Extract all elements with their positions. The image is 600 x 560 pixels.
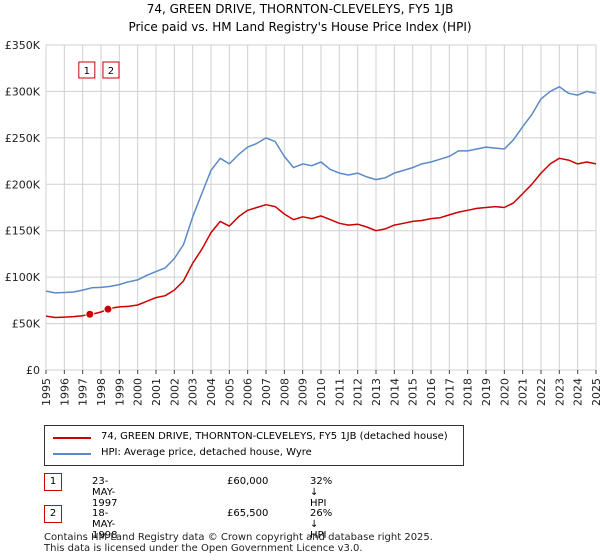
x-tick-label: 2000 <box>132 378 145 406</box>
legend-label-property: 74, GREEN DRIVE, THORNTON-CLEVELEYS, FY5… <box>101 431 448 442</box>
y-tick-label: £300K <box>5 85 41 98</box>
sale-point <box>103 304 113 314</box>
transaction-number: 2 <box>44 505 62 523</box>
footer-copyright: Contains HM Land Registry data © Crown c… <box>44 532 433 543</box>
x-tick-label: 2011 <box>333 378 346 406</box>
x-tick-label: 1997 <box>77 378 90 406</box>
x-tick-label: 2009 <box>297 378 310 406</box>
x-tick-label: 2002 <box>168 378 181 406</box>
y-tick-label: £350K <box>5 39 41 52</box>
x-tick-label: 1998 <box>95 378 108 406</box>
hpi-line <box>45 86 597 294</box>
transaction-date: 18-MAY-1998 <box>92 508 118 541</box>
price-chart: £0 £50K £100K £150K £200K £250K £300K £350K 199… <box>5 39 600 406</box>
x-tick-label: 2022 <box>535 378 548 406</box>
x-tick-label: 2021 <box>517 378 530 406</box>
y-tick-label: £150K <box>5 225 41 238</box>
x-tick-label: 2014 <box>388 378 401 406</box>
y-tick-label: £50K <box>12 318 41 331</box>
x-tick-label: 2004 <box>205 378 218 406</box>
transaction-price: £60,000 <box>227 476 269 487</box>
footer-licence: This data is licensed under the Open Gov… <box>44 543 363 554</box>
legend: 74, GREEN DRIVE, THORNTON-CLEVELEYS, FY5… <box>44 425 464 466</box>
y-tick-label: £200K <box>5 178 41 191</box>
property-price-line <box>45 157 597 319</box>
x-tick-label: 1999 <box>113 378 126 406</box>
x-tick-label: 2001 <box>150 378 163 406</box>
x-tick-label: 2023 <box>553 378 566 406</box>
x-tick-label: 2012 <box>352 378 365 406</box>
sale-label-box <box>78 61 96 79</box>
sale-point <box>85 309 95 319</box>
chart-subtitle: Price paid vs. HM Land Registry's House … <box>128 20 472 34</box>
sale-label-number: 1 <box>84 66 90 77</box>
sale-label-box <box>102 61 120 79</box>
x-tick-label: 2007 <box>260 378 273 406</box>
x-tick-label: 2025 <box>590 378 600 406</box>
x-tick-label: 2020 <box>498 378 511 406</box>
transaction-price: £65,500 <box>227 508 269 519</box>
x-tick-label: 1996 <box>58 378 71 406</box>
chart-title: 74, GREEN DRIVE, THORNTON-CLEVELEYS, FY5… <box>146 2 454 16</box>
transaction-number: 1 <box>44 473 62 491</box>
legend-label-hpi: HPI: Average price, detached house, Wyre <box>101 447 312 458</box>
x-tick-label: 2017 <box>443 378 456 406</box>
x-tick-label: 2018 <box>462 378 475 406</box>
transaction-date: 23-MAY-1997 <box>92 476 118 509</box>
x-tick-label: 2024 <box>572 378 585 406</box>
x-tick-label: 2008 <box>278 378 291 406</box>
x-tick-label: 1995 <box>40 378 53 406</box>
x-tick-label: 2006 <box>242 378 255 406</box>
x-tick-label: 2019 <box>480 378 493 406</box>
y-tick-label: £100K <box>5 271 41 284</box>
y-tick-label: £0 <box>26 364 40 377</box>
x-tick-label: 2015 <box>407 378 420 406</box>
x-tick-label: 2005 <box>223 378 236 406</box>
transaction-hpi: 32% ↓ HPI <box>310 476 333 509</box>
x-tick-label: 2010 <box>315 378 328 406</box>
x-tick-label: 2013 <box>370 378 383 406</box>
legend-swatch-property <box>53 437 91 439</box>
legend-swatch-hpi <box>53 453 91 455</box>
sale-label-number: 2 <box>108 66 114 77</box>
x-tick-label: 2016 <box>425 378 438 406</box>
x-tick-label: 2003 <box>187 378 200 406</box>
transaction-hpi: 26% ↓ HPI <box>310 508 333 541</box>
y-tick-label: £250K <box>5 132 41 145</box>
